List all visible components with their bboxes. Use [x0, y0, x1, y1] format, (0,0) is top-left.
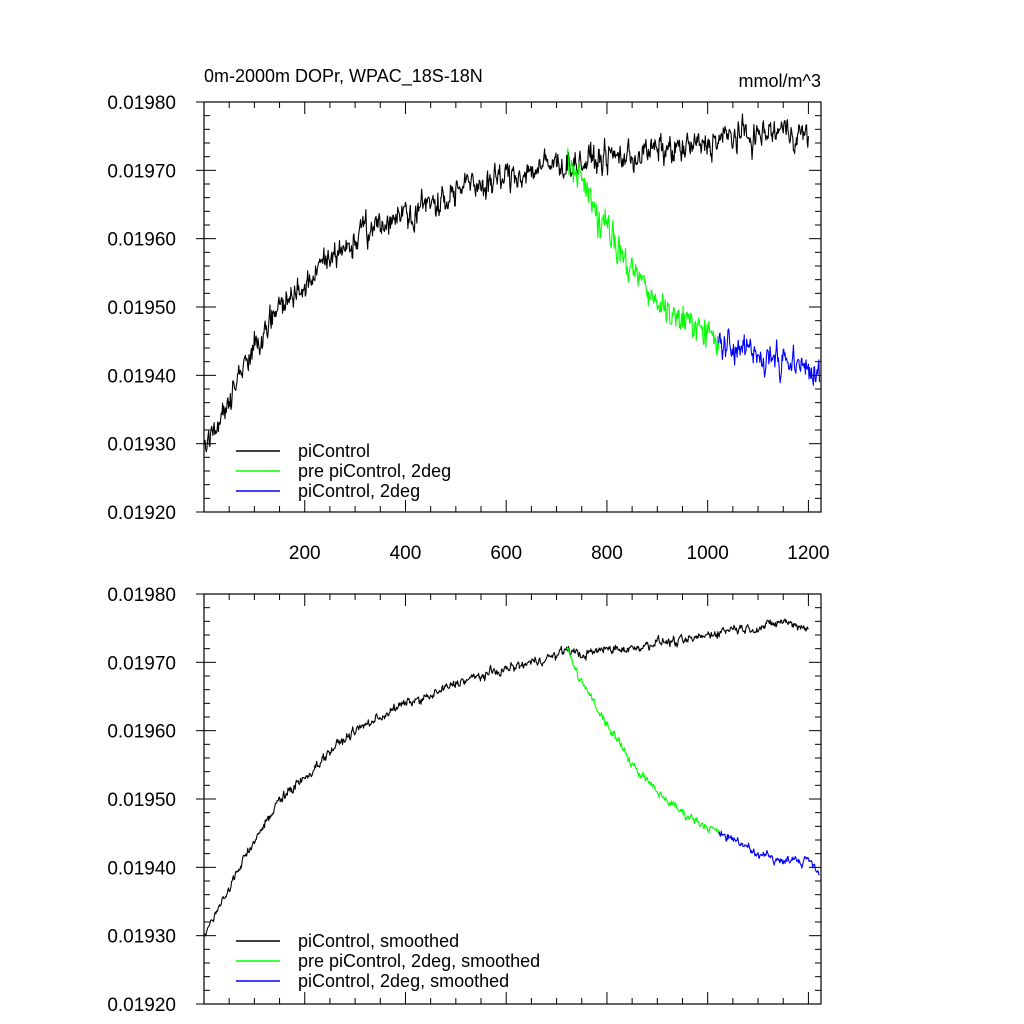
y-tick-label: 0.01950 [107, 790, 176, 811]
y-tick-label: 0.01940 [107, 366, 176, 387]
legend-label: piControl, smoothed [298, 931, 459, 951]
x-tick-label: 1000 [687, 543, 729, 564]
legend-label: piControl [298, 441, 370, 461]
x-tick-labels: 200 400 600 800 1000 1200 [289, 543, 830, 564]
series-line [718, 830, 820, 876]
y-tick-label: 0.01930 [107, 435, 176, 456]
series-line [566, 647, 720, 834]
y-tick-label: 0.01980 [107, 585, 176, 606]
y-tick-labels: 0.01920 0.01930 0.01940 0.01950 0.01960 0.019… [107, 93, 176, 524]
y-tick-label: 0.01920 [107, 995, 176, 1016]
legend-label: pre piControl, 2deg [298, 461, 451, 481]
x-tick-label: 1200 [787, 543, 829, 564]
plot-frame [203, 593, 822, 1005]
y-tick-label: 0.01980 [107, 93, 176, 114]
series-line [204, 618, 809, 937]
x-tick-label: 200 [289, 543, 321, 564]
legend-label: pre piControl, 2deg, smoothed [298, 951, 540, 971]
axis-ticks [196, 101, 821, 513]
bottom-panel-chart: 0.01920 0.01930 0.01940 0.01950 0.01960 0.019… [107, 585, 822, 1016]
x-tick-label: 600 [490, 543, 522, 564]
y-tick-label: 0.01960 [107, 722, 176, 743]
legend-label: piControl, 2deg, smoothed [298, 971, 509, 991]
y-tick-label: 0.01920 [107, 503, 176, 524]
y-tick-label: 0.01940 [107, 858, 176, 879]
x-tick-label: 400 [390, 543, 422, 564]
y-tick-label: 0.01930 [107, 927, 176, 948]
series-line [718, 328, 821, 386]
y-tick-label: 0.01970 [107, 653, 176, 674]
series-group [203, 113, 821, 453]
series-group [204, 618, 820, 937]
legend-label: piControl, 2deg [298, 481, 420, 501]
y-tick-label: 0.01970 [107, 161, 176, 182]
series-line [566, 148, 720, 356]
axis-ticks [196, 593, 821, 1005]
top-panel-chart: 0m-2000m DOPr, WPAC_18S-18N mmol/m^3 0.0… [107, 66, 829, 564]
plot-frame [203, 101, 822, 513]
y-tick-label: 0.01950 [107, 298, 176, 319]
units-label: mmol/m^3 [739, 71, 821, 91]
series-line [203, 113, 809, 453]
x-tick-label: 800 [591, 543, 623, 564]
y-tick-labels: 0.01920 0.01930 0.01940 0.01950 0.01960 0.019… [107, 585, 176, 1016]
chart-title: 0m-2000m DOPr, WPAC_18S-18N [204, 66, 483, 87]
y-tick-label: 0.01960 [107, 230, 176, 251]
